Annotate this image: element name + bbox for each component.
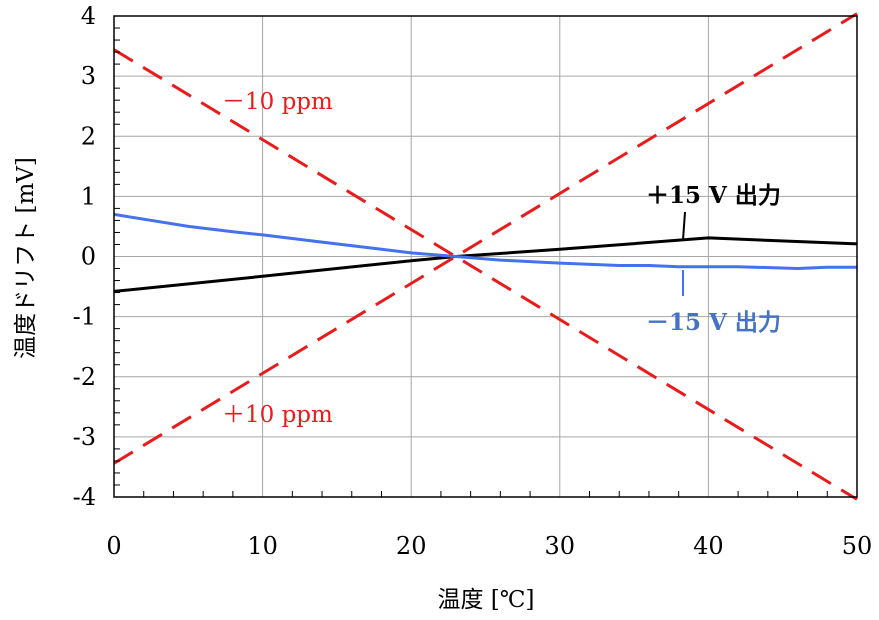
y-tick-label: -2 (73, 363, 96, 391)
annotation-pos15-output: ＋15 V 出力 (646, 182, 781, 209)
x-tick-label: 20 (396, 532, 427, 560)
y-tick-label: 0 (81, 243, 96, 271)
y-tick-label: 4 (81, 2, 96, 30)
annotation-neg15-output: －15 V 出力 (646, 309, 781, 336)
y-tick-label: 2 (81, 122, 96, 150)
axis-layer (113, 15, 858, 498)
x-tick-label: 0 (106, 532, 121, 560)
series-line-0 (113, 236, 858, 293)
label-layer: －10 ppm ＋10 ppm ＋15 V 出力 －15 V 出力 温度 [℃]… (13, 2, 872, 613)
annotation-plus10ppm: ＋10 ppm (222, 402, 333, 428)
y-tick-label: 3 (81, 62, 96, 90)
series-line-2 (113, 48, 858, 501)
x-tick-label: 50 (842, 532, 873, 560)
series-line-3 (113, 12, 858, 465)
x-tick-label: 10 (247, 532, 278, 560)
series-line-1 (113, 212, 857, 270)
y-tick-label: -1 (73, 303, 96, 331)
x-tick-label: 40 (693, 532, 724, 560)
y-axis-label: 温度ドリフト [mV] (13, 157, 39, 359)
plot-frame (113, 15, 858, 498)
series-layer (113, 12, 858, 501)
y-tick-label: -3 (73, 423, 96, 451)
annotation-minus10ppm: －10 ppm (222, 89, 333, 115)
y-tick-label: 1 (81, 182, 96, 210)
x-axis-label: 温度 [℃] (438, 587, 535, 613)
y-tick-label: -4 (73, 483, 96, 511)
pos15-leader-line (682, 211, 686, 241)
x-tick-label: 30 (545, 532, 576, 560)
